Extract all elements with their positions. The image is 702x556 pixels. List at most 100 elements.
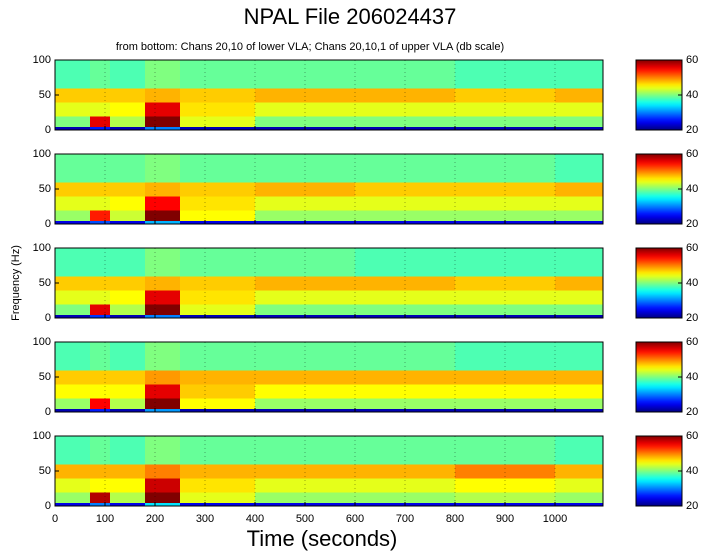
heatmap-cell xyxy=(255,116,356,127)
heatmap-cell xyxy=(455,342,556,371)
colorbar xyxy=(635,341,683,413)
heatmap-cell xyxy=(145,464,181,479)
heatmap-cell xyxy=(455,464,556,479)
heatmap-cell xyxy=(145,220,181,225)
y-tick-label: 50 xyxy=(39,183,51,195)
heatmap-cell xyxy=(255,464,356,479)
heatmap-cell xyxy=(555,154,604,183)
heatmap-cell xyxy=(90,60,111,89)
x-tick-label: 600 xyxy=(346,513,364,525)
heatmap-cell xyxy=(90,492,111,503)
y-tick-label: 50 xyxy=(39,465,51,477)
heatmap-cell xyxy=(555,248,604,277)
heatmap-cell xyxy=(90,464,111,479)
heatmap-cell xyxy=(110,384,146,399)
heatmap-cell xyxy=(180,436,256,465)
heatmap-cell xyxy=(110,342,146,371)
x-tick-label: 400 xyxy=(246,513,264,525)
heatmap-cell xyxy=(455,304,556,315)
heatmap-cell xyxy=(90,408,111,413)
heatmap-cell xyxy=(355,384,456,399)
heatmap-cell xyxy=(555,220,604,225)
x-tick-label: 900 xyxy=(496,513,514,525)
heatmap-cell xyxy=(55,314,91,319)
colorbar-tick-label: 60 xyxy=(686,148,698,160)
heatmap-cell xyxy=(555,370,604,385)
heatmap-cell xyxy=(255,304,356,315)
colorbar-tick-label: 60 xyxy=(686,336,698,348)
heatmap-cell xyxy=(180,478,256,493)
heatmap-cell xyxy=(555,116,604,127)
heatmap-cell xyxy=(90,116,111,127)
heatmap-cell xyxy=(555,314,604,319)
heatmap-cell xyxy=(355,370,456,385)
heatmap-cell xyxy=(110,116,146,127)
heatmap-cell xyxy=(145,88,181,103)
y-tick-label: 50 xyxy=(39,371,51,383)
heatmap-cell xyxy=(555,182,604,197)
heatmap-cell xyxy=(180,60,256,89)
heatmap-cell xyxy=(110,60,146,89)
heatmap-cell xyxy=(255,342,356,371)
heatmap-cell xyxy=(145,398,181,409)
y-tick-label: 100 xyxy=(33,242,51,254)
subtitle: from bottom: Chans 20,10 of lower VLA; C… xyxy=(116,41,504,53)
heatmap-cell xyxy=(555,88,604,103)
heatmap-cell xyxy=(255,88,356,103)
heatmap-cell xyxy=(55,502,91,507)
heatmap-cell xyxy=(180,154,256,183)
heatmap-cell xyxy=(255,492,356,503)
heatmap-cell xyxy=(180,126,256,131)
heatmap-cell xyxy=(90,196,111,211)
heatmap-cell xyxy=(55,276,91,291)
heatmap-cell xyxy=(355,398,456,409)
heatmap-cell xyxy=(55,408,91,413)
heatmap-cell xyxy=(90,342,111,371)
heatmap-cell xyxy=(555,384,604,399)
x-tick-label: 1000 xyxy=(543,513,567,525)
heatmap-cell xyxy=(55,370,91,385)
y-axis-label: Frequency (Hz) xyxy=(10,245,22,321)
heatmap-cell xyxy=(180,210,256,221)
heatmap-cell xyxy=(145,154,181,183)
heatmap-cell xyxy=(455,492,556,503)
heatmap-cell xyxy=(255,276,356,291)
heatmap-cell xyxy=(145,196,181,211)
colorbar-tick-label: 20 xyxy=(686,312,698,324)
heatmap-cell xyxy=(180,384,256,399)
y-tick-label: 100 xyxy=(33,54,51,66)
plot-frame xyxy=(54,153,604,225)
heatmap-cell xyxy=(55,126,91,131)
heatmap-cell xyxy=(255,436,356,465)
heatmap-cell xyxy=(110,290,146,305)
y-tick-label: 0 xyxy=(45,312,51,324)
plot-frame xyxy=(54,59,604,131)
x-tick-label: 100 xyxy=(96,513,114,525)
y-tick-label: 0 xyxy=(45,124,51,136)
heatmap-cell xyxy=(145,182,181,197)
heatmap-cell xyxy=(145,248,181,277)
heatmap-cell xyxy=(110,102,146,117)
heatmap-cell xyxy=(145,126,181,131)
heatmap-cell xyxy=(455,248,556,277)
heatmap-cell xyxy=(455,196,556,211)
heatmap-cell xyxy=(355,60,456,89)
heatmap-cell xyxy=(55,102,91,117)
heatmap-cell xyxy=(55,182,91,197)
heatmap-cell xyxy=(110,408,146,413)
heatmap-cell xyxy=(90,220,111,225)
heatmap-cell xyxy=(110,464,146,479)
heatmap-cell xyxy=(110,370,146,385)
x-axis-label: Time (seconds) xyxy=(247,526,398,551)
heatmap-cell xyxy=(110,314,146,319)
heatmap-cell xyxy=(355,88,456,103)
heatmap-cell xyxy=(555,60,604,89)
colorbar-tick-label: 40 xyxy=(686,465,698,477)
heatmap-cell xyxy=(555,290,604,305)
heatmap-cell xyxy=(145,342,181,371)
heatmap-cell xyxy=(555,102,604,117)
heatmap-cell xyxy=(555,502,604,507)
heatmap-cell xyxy=(90,182,111,197)
heatmap-cell xyxy=(180,464,256,479)
heatmap-cell xyxy=(355,182,456,197)
